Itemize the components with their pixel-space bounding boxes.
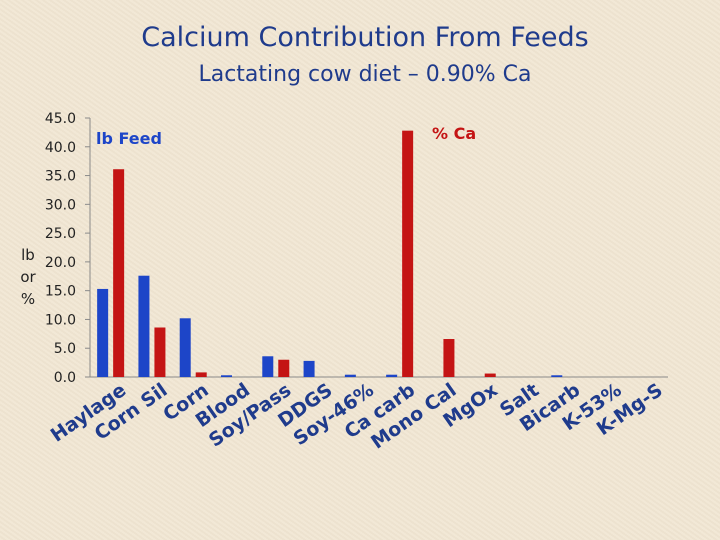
annotations: lb Feed % Ca [96, 124, 476, 148]
y-axis-label: lb [21, 246, 35, 264]
bar-pct-ca [195, 372, 207, 377]
y-tick-label: 45.0 [45, 111, 76, 127]
bar-lb-feed [386, 374, 398, 377]
y-tick-label: 10.0 [45, 312, 76, 328]
bar-lb-feed [221, 375, 232, 377]
y-axis-label: % [21, 290, 35, 308]
y-tick-label: 40.0 [45, 140, 76, 156]
bar-lb-feed [262, 356, 274, 377]
bar-lb-feed [97, 288, 109, 377]
legend-lb-feed: lb Feed [96, 129, 162, 148]
y-tick-label: 30.0 [45, 197, 76, 213]
y-tick-label: 15.0 [45, 284, 76, 300]
chart-subtitle: Lactating cow diet – 0.90% Ca [198, 62, 532, 87]
y-axis-label: or [20, 268, 36, 286]
chart-title: Calcium Contribution From Feeds [141, 22, 589, 53]
bar-pct-ca [402, 130, 414, 377]
bar-lb-feed [551, 375, 563, 377]
bar-pct-ca [154, 327, 166, 377]
y-tick-label: 20.0 [45, 255, 76, 271]
axes [85, 117, 668, 378]
bar-pct-ca [278, 359, 290, 377]
y-tick-label: 5.0 [54, 341, 76, 357]
bar-lb-feed [344, 374, 356, 377]
y-tick-label: 0.0 [54, 370, 76, 386]
y-tick-labels: 0.0 5.0 10.0 15.0 20.0 25.0 30.0 35.0 40.0 45.0 lb… [20, 111, 76, 386]
y-tick-label: 35.0 [45, 169, 76, 185]
bar-lb-feed [138, 275, 150, 377]
legend-pct-ca: % Ca [432, 124, 476, 143]
bar-pct-ca [443, 339, 455, 377]
bars-group [97, 130, 563, 377]
bar-pct-ca [113, 169, 125, 377]
y-tick-label: 25.0 [45, 226, 76, 242]
bar-pct-ca [484, 373, 496, 377]
bar-lb-feed [179, 318, 191, 377]
bar-lb-feed [303, 360, 315, 377]
